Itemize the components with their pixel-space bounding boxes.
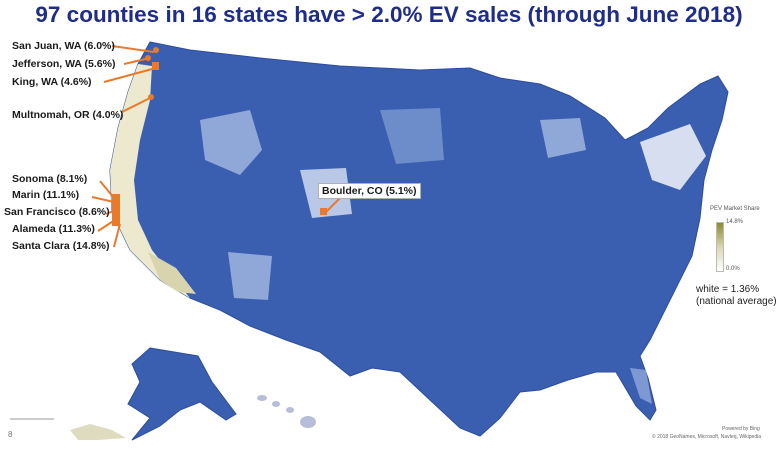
southern-california-region xyxy=(148,252,196,294)
hawaii xyxy=(257,395,316,428)
san-juan-marker xyxy=(153,47,159,53)
pacific-coast-region xyxy=(110,64,190,298)
northeast-light-patch xyxy=(640,124,706,190)
highlighted-counties xyxy=(112,47,327,226)
scale-bar xyxy=(10,418,54,420)
label-marin: Marin (11.1%) xyxy=(12,189,80,201)
map-credit: © 2018 GeoNames, Microsoft, Navteq, Wiki… xyxy=(652,434,762,440)
jefferson-marker xyxy=(145,55,151,61)
map-title: 97 counties in 16 states have > 2.0% EV … xyxy=(35,2,743,27)
mountain-west-light-patch xyxy=(200,110,262,175)
national-average-line2: (national average) xyxy=(696,296,777,307)
alaska xyxy=(127,347,237,441)
midwest-light-patch xyxy=(540,118,586,158)
label-san-francisco: San Francisco (8.6%) xyxy=(4,206,110,218)
national-average-line1: white = 1.36% xyxy=(696,284,760,295)
alaska-panhandle xyxy=(70,424,126,440)
national-average-note: white = 1.36% (national average) xyxy=(696,284,777,308)
arizona-light-patch xyxy=(228,252,272,300)
label-santa-clara: Santa Clara (14.8%) xyxy=(12,240,110,252)
florida-light-patch xyxy=(630,368,652,404)
label-jefferson: Jefferson, WA (5.6%) xyxy=(12,58,116,70)
label-alameda: Alameda (11.3%) xyxy=(12,223,95,235)
label-multnomah: Multnomah, OR (4.0%) xyxy=(12,109,124,121)
label-king: King, WA (4.6%) xyxy=(12,76,92,88)
label-sonoma: Sonoma (8.1%) xyxy=(12,173,88,185)
legend-max-label: 14.8% xyxy=(726,219,744,225)
label-san-juan: San Juan, WA (6.0%) xyxy=(12,40,115,52)
great-plains-light-patch xyxy=(380,108,444,164)
multnomah-marker xyxy=(148,94,154,100)
page-number: 8 xyxy=(8,430,13,439)
bay-area-marker xyxy=(112,194,120,226)
label-boulder: Boulder, CO (5.1%) xyxy=(318,183,421,199)
legend-min-label: 0.0% xyxy=(726,266,740,272)
powered-by-bing: Powered by Bing xyxy=(722,426,760,432)
legend-title: PEV Market Share xyxy=(710,206,760,212)
boulder-marker xyxy=(320,208,327,215)
legend-color-bar xyxy=(716,222,724,272)
king-marker xyxy=(152,62,159,70)
